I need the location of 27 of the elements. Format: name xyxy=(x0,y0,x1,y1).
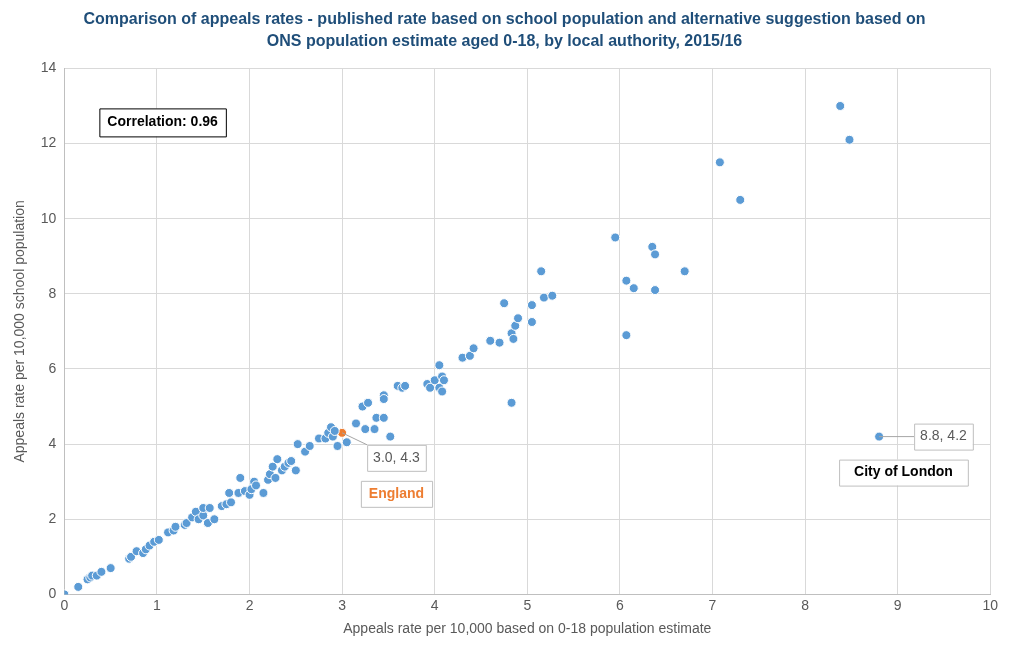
x-tick-label: 3 xyxy=(338,596,347,613)
data-label: 3.0, 4.3 xyxy=(373,448,421,465)
y-tick-label: 12 xyxy=(40,134,57,151)
x-tick-label: 9 xyxy=(893,596,902,613)
y-tick-label: 8 xyxy=(48,284,57,301)
y-tick-label: 0 xyxy=(48,585,57,602)
y-tick-label: 4 xyxy=(48,434,57,451)
text: England xyxy=(368,484,425,501)
x-tick-label: 1 xyxy=(153,596,162,613)
annotation: Correlation: 0.96 xyxy=(107,113,219,130)
data-label: 8.8, 4.2 xyxy=(920,427,968,444)
y-tick-label: 6 xyxy=(48,359,57,376)
y-tick-label: 14 xyxy=(40,59,57,76)
y-axis-title: Appeals rate per 10,000 school population xyxy=(11,200,28,463)
x-tick-label: 6 xyxy=(615,596,624,613)
x-tick-label: 0 xyxy=(60,596,69,613)
y-tick-label: 2 xyxy=(48,510,57,527)
y-tick-label: 10 xyxy=(40,209,57,226)
x-tick-label: 5 xyxy=(523,596,532,613)
chart-title: Comparison of appeals rates - published rate based on school population and alternative suggestion based on ONS population estimate aged 0-18, by local authority, 2015/16 xyxy=(82,9,927,51)
text: City of London xyxy=(854,463,953,480)
x-tick-label: 10 xyxy=(982,596,999,613)
x-tick-label: 8 xyxy=(801,596,810,613)
x-tick-label: 4 xyxy=(430,596,439,613)
x-tick-label: 2 xyxy=(245,596,254,613)
x-axis-title: Appeals rate per 10,000 based on 0-18 population estimate xyxy=(343,620,712,637)
x-tick-label: 7 xyxy=(708,596,717,613)
